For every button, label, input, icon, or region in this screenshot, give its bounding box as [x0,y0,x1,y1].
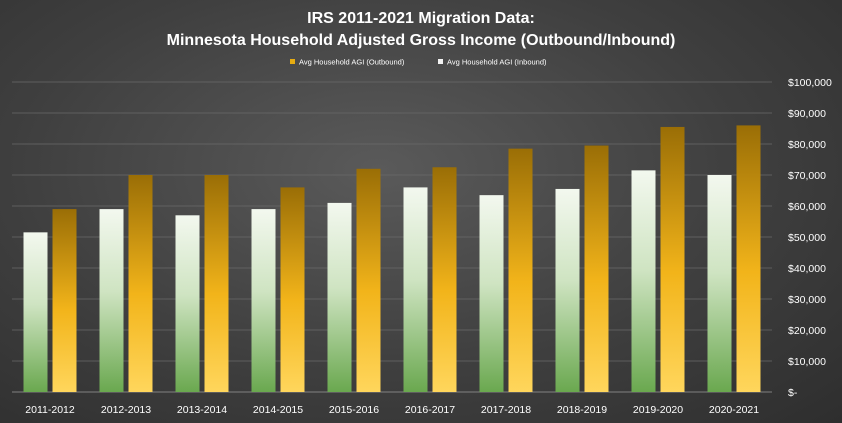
y-tick-label: $50,000 [788,232,826,244]
legend-label-outbound: Avg Household AGI (Outbound) [299,58,405,67]
y-tick-label: $70,000 [788,170,826,182]
bar-inbound-2014-2015 [251,209,276,392]
bar-outbound-2011-2012 [52,209,77,392]
bar-outbound-2013-2014 [204,175,229,392]
bar-inbound-2017-2018 [479,195,504,392]
chart-title: IRS 2011-2021 Migration Data: [307,10,535,27]
bar-outbound-2016-2017 [432,167,457,392]
x-tick-label: 2020-2021 [709,404,759,416]
x-tick-label: 2019-2020 [633,404,683,416]
y-tick-label: $90,000 [788,108,826,120]
x-tick-label: 2016-2017 [405,404,455,416]
y-tick-label: $20,000 [788,325,826,337]
y-tick-label: $100,000 [788,77,832,89]
bar-outbound-2020-2021 [736,125,761,393]
y-axis-ticks: $- $10,000 $20,000 $30,000 $40,000 $50,000 $60… [788,77,832,399]
legend-swatch-outbound [290,59,295,64]
bar-outbound-2012-2013 [128,175,153,392]
y-tick-label: $30,000 [788,294,826,306]
bar-inbound-2019-2020 [631,170,656,392]
bar-inbound-2018-2019 [555,188,580,392]
bar-outbound-2017-2018 [508,148,533,392]
x-axis-ticks: 2011-2012 2012-2013 2013-2014 2014-2015 2015… [25,404,759,416]
y-tick-label: $10,000 [788,356,826,368]
bar-inbound-2012-2013 [99,209,124,392]
bar-outbound-2014-2015 [280,187,305,392]
bar-outbound-2018-2019 [584,145,609,392]
gridlines [12,81,772,393]
bars [23,125,761,393]
bar-inbound-2015-2016 [327,202,352,392]
x-tick-label: 2012-2013 [101,404,151,416]
x-tick-label: 2015-2016 [329,404,379,416]
x-tick-label: 2018-2019 [557,404,607,416]
y-tick-label: $60,000 [788,201,826,213]
bar-inbound-2020-2021 [707,175,732,392]
legend-label-inbound: Avg Household AGI (Inbound) [447,58,547,67]
chart-subtitle: Minnesota Household Adjusted Gross Incom… [167,32,676,49]
y-tick-label: $- [788,387,798,399]
x-tick-label: 2013-2014 [177,404,227,416]
bar-outbound-2019-2020 [660,126,685,392]
x-tick-label: 2011-2012 [25,404,75,416]
y-tick-label: $40,000 [788,263,826,275]
bar-inbound-2013-2014 [175,215,200,392]
bar-inbound-2011-2012 [23,232,48,392]
bar-outbound-2015-2016 [356,168,381,392]
bar-inbound-2016-2017 [403,187,428,392]
y-tick-label: $80,000 [788,139,826,151]
legend: Avg Household AGI (Outbound) Avg Househo… [290,58,547,67]
x-tick-label: 2014-2015 [253,404,303,416]
x-tick-label: 2017-2018 [481,404,531,416]
legend-swatch-inbound [438,59,443,64]
